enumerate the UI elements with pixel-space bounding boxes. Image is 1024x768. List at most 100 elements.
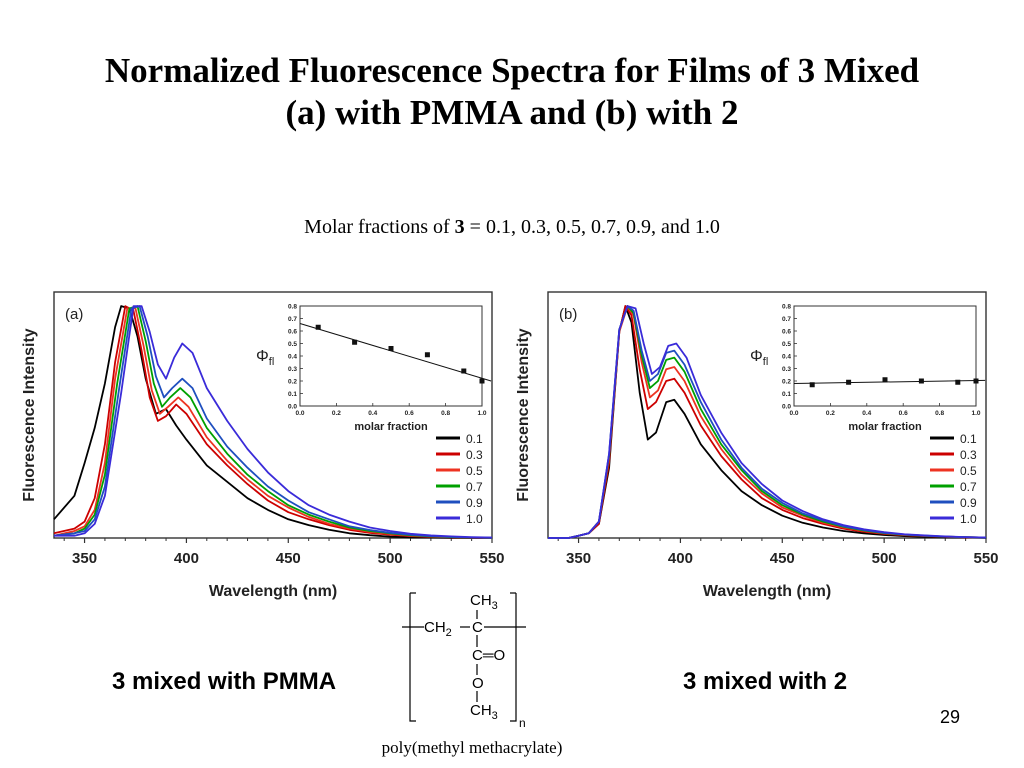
x-tick-label: 450 [770,550,795,567]
inset-x-tick-label: 0.0 [789,410,798,417]
x-tick-label: 400 [174,550,199,567]
inset-y-tick-label: 0.5 [782,341,791,348]
legend-label-0.9: 0.9 [960,496,977,510]
right-bracket [510,593,517,722]
title-line-1: Normalized Fluorescence Spectra for Film… [104,51,920,90]
x-tick-label: 450 [276,550,301,567]
inset-fit-line [793,379,986,384]
x-tick-label: 350 [566,550,591,567]
carbonyl-label: C═O [472,647,505,664]
y-axis-label: Fluorescence Intensity [21,328,38,501]
x-tick-label: 550 [973,550,998,567]
inset-x-tick-label: 0.0 [295,410,304,417]
panel-label: (a) [65,306,83,323]
series-line-0.1 [53,305,492,539]
inset-data-point [809,382,815,388]
ester-oxygen-label: O [472,675,484,692]
inset-y-axis-subscript: fl [763,356,769,368]
inset-x-tick-label: 1.0 [477,410,486,417]
inset-x-tick-label: 0.6 [405,410,414,417]
series-line-1.0 [548,305,987,539]
legend-label-0.3: 0.3 [466,448,483,462]
spectra-chart-a: 350 400 450 500 550 Wavelength (nm) Fluorescen… [21,291,505,600]
formula-subscript: 3 [492,710,498,722]
legend-label-0.1: 0.1 [960,432,977,446]
inset-data-point [882,377,888,383]
legend-label-0.1: 0.1 [466,432,483,446]
title-line-2: (a) with PMMA and (b) with 2 [285,93,739,132]
inset-y-tick-label: 0.7 [288,316,297,323]
inset-data-point [973,378,979,384]
x-tick-label: 550 [479,550,504,567]
pmma-structure-diagram: CH3 CH2 C C═O O CH3 n [402,592,526,730]
legend-label-0.5: 0.5 [466,464,483,478]
legend-label-1.0: 1.0 [960,512,977,526]
inset-x-tick-label: 0.8 [935,410,944,417]
left-bracket [409,593,416,722]
legend-label-0.3: 0.3 [960,448,977,462]
inset-x-axis-label: molar fraction [848,421,922,433]
inset-y-tick-label: 0.1 [288,391,297,398]
inset-x-tick-label: 0.2 [332,410,341,417]
inset-x-tick-label: 0.4 [862,410,871,417]
inset-data-point [461,368,467,374]
inset-x-tick-label: 0.4 [368,410,377,417]
series-line-0.9 [53,305,493,539]
x-tick-label: 500 [872,550,897,567]
inset-y-tick-label: 0.0 [782,404,791,411]
inset-data-point [955,379,961,385]
legend-label-1.0: 1.0 [466,512,483,526]
quaternary-carbon-label: C [472,619,483,636]
caption-right: 3 mixed with 2 [683,668,848,695]
caption-left: 3 mixed with PMMA [112,668,337,695]
inset-y-tick-label: 0.6 [288,329,297,336]
series-line-1.0 [54,305,493,539]
formula-subscript: 3 [492,600,498,612]
inset-x-tick-label: 0.6 [899,410,908,417]
subtitle-prefix: Molar fractions of [304,216,455,238]
x-tick-label: 350 [72,550,97,567]
y-axis-label: Fluorescence Intensity [515,328,532,501]
legend-label-0.7: 0.7 [960,480,977,494]
inset-y-axis-subscript: fl [269,356,275,368]
inset-x-tick-label: 1.0 [971,410,980,417]
ch3-bottom-label: CH3 [470,702,498,722]
inset-x-tick-label: 0.2 [826,410,835,417]
polymer-name: poly(methyl methacrylate) [381,738,563,757]
inset-y-tick-label: 0.0 [288,404,297,411]
inset-data-point [388,346,394,351]
spectra-chart-b: 350 400 450 500 550 Wavelength (nm) Fluorescen… [515,291,999,600]
slide-title: Normalized Fluorescence Spectra for Film… [0,50,1024,134]
inset-data-point [352,339,358,345]
ch3-top-label: CH3 [470,592,498,612]
x-tick-label: 500 [378,550,403,567]
inset-data-point [918,378,924,384]
inset-y-tick-label: 0.3 [288,366,297,373]
x-tick-label: 400 [668,550,693,567]
legend-label-0.9: 0.9 [466,496,483,510]
inset-data-point [315,324,321,330]
x-axis-label: Wavelength (nm) [209,583,337,600]
inset-frame [793,305,977,407]
inset-y-tick-label: 0.6 [782,329,791,336]
x-axis-label: Wavelength (nm) [703,583,831,600]
repeat-unit-subscript: n [519,716,526,730]
subtitle-suffix: = 0.1, 0.3, 0.5, 0.7, 0.9, and 1.0 [464,216,720,238]
inset-y-tick-label: 0.4 [288,354,297,361]
panel-label: (b) [559,306,577,323]
inset-y-tick-label: 0.8 [288,304,297,311]
inset-data-point [424,352,430,358]
ch2-label: CH2 [424,619,452,639]
inset-frame [299,305,483,407]
subtitle: Molar fractions of 3 = 0.1, 0.3, 0.5, 0.… [0,216,1024,239]
inset-x-tick-label: 0.8 [441,410,450,417]
legend-label-0.5: 0.5 [960,464,977,478]
inset-data-point [846,379,852,385]
subtitle-bold: 3 [454,216,465,238]
chart-panel-a: 350 400 450 500 550 Wavelength (nm) Fluorescen… [18,288,512,613]
inset-y-tick-label: 0.2 [782,379,791,386]
legend-label-0.7: 0.7 [466,480,483,494]
formula-subscript: 2 [446,627,452,639]
inset-y-tick-label: 0.1 [782,391,791,398]
inset-data-point [479,378,485,384]
